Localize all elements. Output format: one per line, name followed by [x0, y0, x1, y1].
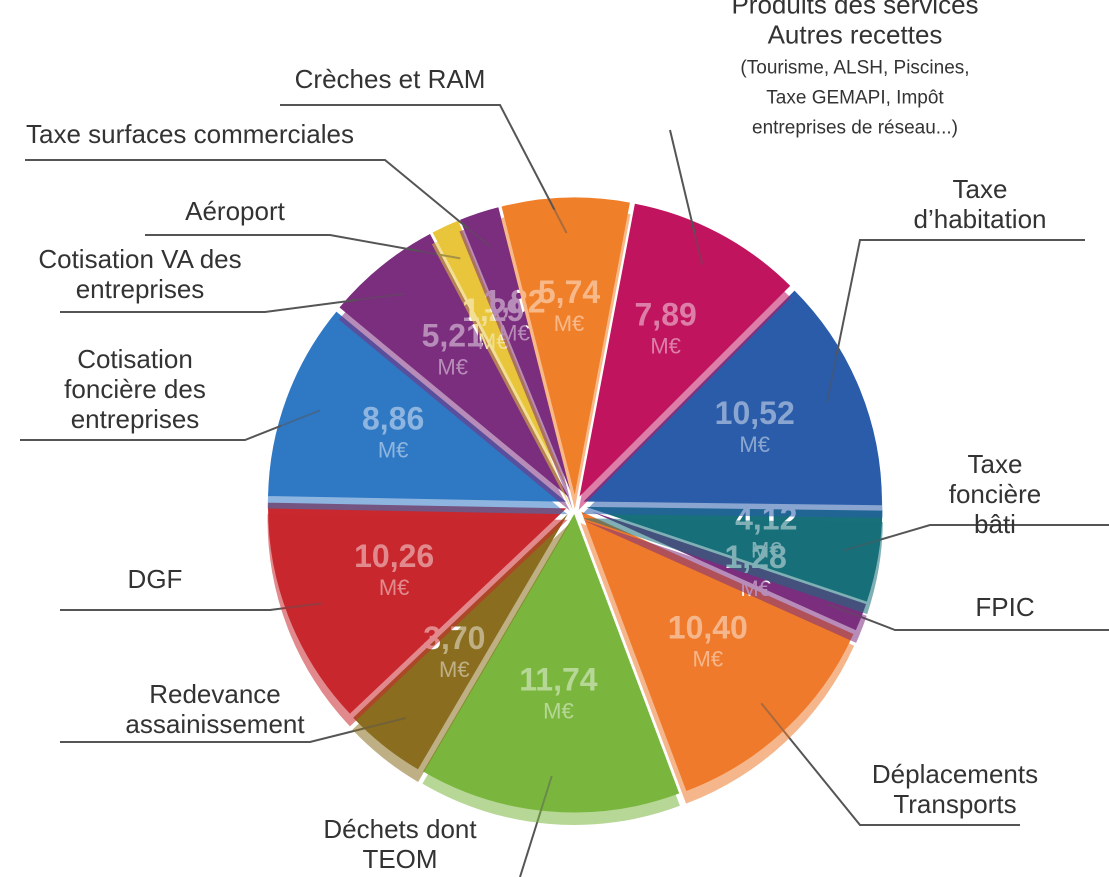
leader-line — [827, 603, 1109, 631]
category-label: Produits des services Autres recettes (T… — [728, 0, 982, 140]
annotation: (Tourisme, ALSH, Piscines, Taxe GEMAPI, … — [740, 57, 970, 138]
category-label: Taxe foncière bâti — [948, 449, 1042, 539]
category-label: Déplacements Transports — [871, 759, 1039, 819]
category-label: Aéroport — [185, 196, 285, 227]
category-label: Cotisation foncière des entreprises — [64, 344, 206, 434]
category-label: Crèches et RAM — [294, 64, 486, 95]
leader-line — [760, 702, 1020, 826]
leader-line — [145, 234, 461, 260]
leader-line — [280, 104, 568, 234]
slice-depth — [267, 514, 568, 727]
leader-line — [825, 239, 1085, 403]
slice-depth — [338, 245, 570, 511]
slice-depth — [267, 322, 568, 515]
category-label: Redevance assainissement — [125, 679, 305, 739]
category-label: Taxe surfaces commerciales — [26, 119, 354, 150]
slice-depth — [582, 519, 867, 643]
slice-depth — [352, 523, 571, 782]
slice-depth — [422, 524, 680, 825]
slice-depth — [459, 218, 573, 510]
slice-depth — [431, 231, 572, 510]
slice-depth — [500, 209, 631, 510]
slice-depth — [578, 215, 791, 510]
category-label: FPIC — [975, 592, 1035, 623]
slice-depth — [582, 301, 883, 518]
category-label: Déchets dont TEOM — [323, 814, 477, 874]
slice-depth — [580, 522, 855, 804]
category-label-text: Produits des services Autres recettes — [731, 0, 979, 50]
category-label: Taxe d’habitation — [913, 174, 1047, 234]
slice-depth — [582, 518, 883, 615]
leader-line — [25, 159, 491, 248]
category-label: DGF — [127, 564, 183, 595]
category-label: Cotisation VA des entreprises — [38, 244, 242, 304]
